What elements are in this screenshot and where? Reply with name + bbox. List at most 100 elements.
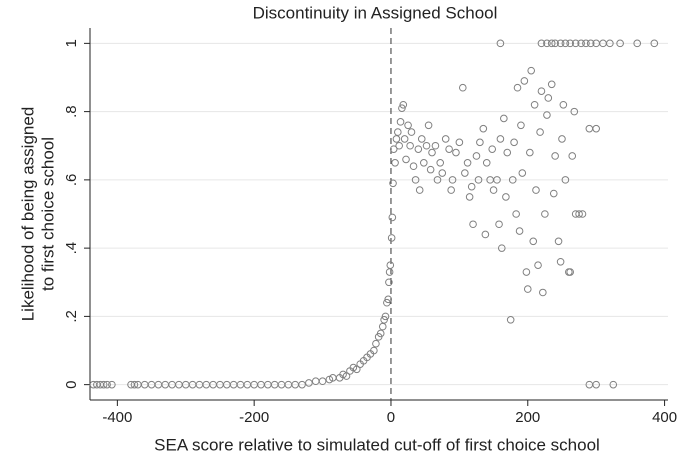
y-tick-label: .6 [63,174,80,187]
point [500,114,508,123]
y-tick-label-group: 0 [63,380,80,388]
point [532,186,540,194]
point [523,285,532,293]
point [445,145,453,153]
point [551,39,559,48]
y-tick-label: 1 [63,39,80,47]
point [518,169,527,177]
point [561,39,570,48]
point [503,148,512,157]
x-axis-label: SEA score relative to simulated cut-off … [154,435,600,454]
point [551,152,559,160]
x-tick-label: -400 [102,409,132,426]
point [465,193,474,201]
point [527,66,535,75]
point [512,210,520,218]
point [616,39,624,48]
point [463,159,472,167]
point [404,121,412,130]
point [493,176,501,184]
point [534,261,542,269]
point [407,128,416,136]
y-axis-label-line: Likelihood of being assigned [18,107,37,322]
point [376,329,385,338]
point [556,39,565,48]
point [414,145,423,153]
point [406,141,414,150]
point [305,379,313,387]
point [568,152,577,160]
point [409,162,418,171]
point [370,346,378,355]
point [380,315,388,324]
point [395,141,403,150]
point [386,261,395,269]
point [515,227,524,235]
point [547,39,556,48]
point [436,159,445,167]
point [479,124,488,133]
y-tick-label-group: 1 [63,39,80,47]
point [441,135,450,143]
point [298,380,306,389]
point [506,315,515,324]
point [469,220,477,229]
point [592,124,600,133]
point [417,135,426,143]
point [103,380,111,389]
point [318,377,327,386]
point [378,322,387,331]
point [461,169,469,177]
point [387,234,396,242]
point [455,138,464,147]
point [311,377,320,386]
y-tick-label: 0 [63,380,80,388]
point [522,268,531,276]
point [415,186,424,194]
point [543,39,551,48]
point [561,176,570,184]
chart-title: Discontinuity in Assigned School [253,3,498,22]
y-tick-label: .4 [63,242,80,255]
point [372,339,380,348]
x-tick-label: -200 [239,409,269,426]
point [433,176,442,184]
x-tick-label: 200 [515,409,540,426]
point [383,298,391,307]
point [495,220,503,229]
y-tick-label-group: .2 [63,310,80,323]
point [438,169,447,177]
point [549,189,558,198]
point [108,380,116,389]
point [496,135,505,143]
point [428,148,436,157]
point [537,87,546,95]
point [399,100,408,109]
point [342,372,351,380]
point [582,39,590,48]
point [520,77,529,85]
point [544,94,553,102]
point [502,193,510,201]
point [474,176,483,184]
point [431,141,440,150]
point [458,83,467,92]
point [537,39,546,48]
point [352,365,361,374]
point [517,121,525,130]
point [392,135,401,143]
point [482,159,491,167]
point [424,121,433,130]
point [384,295,393,304]
point [448,176,457,184]
point [381,312,390,321]
point [513,83,522,92]
point [526,148,534,157]
y-tick-label: .8 [63,105,80,118]
point [389,145,398,153]
point [426,165,435,174]
point [411,176,420,184]
point [570,107,579,116]
point [510,138,518,147]
